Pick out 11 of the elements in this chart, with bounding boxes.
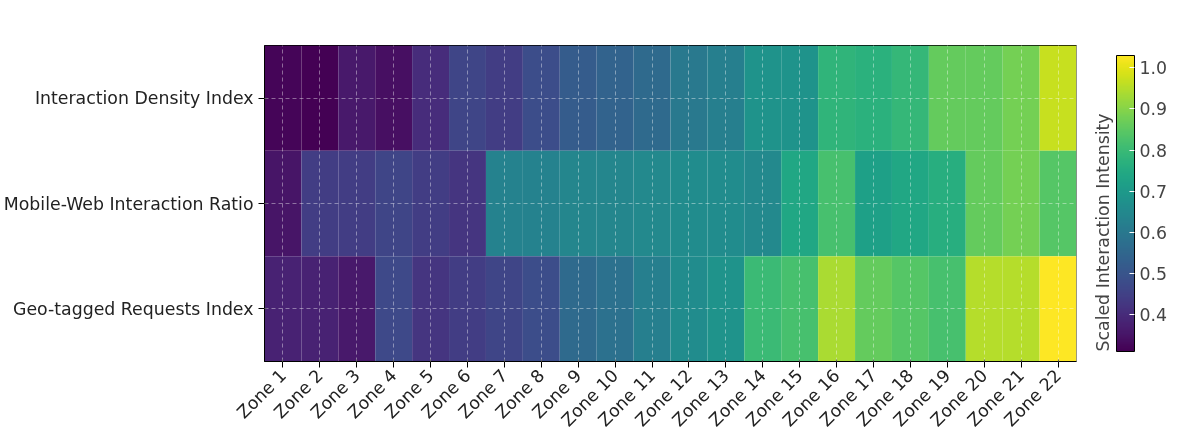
color-bar-title: Scaled Interaction Intensity <box>1092 113 1113 352</box>
y-tick-label: Mobile-Web Interaction Ratio <box>3 193 254 214</box>
color-bar-label: 1.0 <box>1139 58 1168 79</box>
color-bar-label: 0.5 <box>1139 263 1168 284</box>
color-bar-label: 0.7 <box>1139 181 1168 202</box>
color-bar-label: 0.9 <box>1139 99 1168 120</box>
color-bar-label: 0.4 <box>1139 305 1168 325</box>
color-bar-label: 0.8 <box>1139 140 1168 161</box>
y-tick-label: Interaction Density Index <box>34 88 254 109</box>
y-tick-label: Geo-tagged Requests Index <box>13 298 254 319</box>
color-bar-label: 0.6 <box>1139 222 1168 243</box>
